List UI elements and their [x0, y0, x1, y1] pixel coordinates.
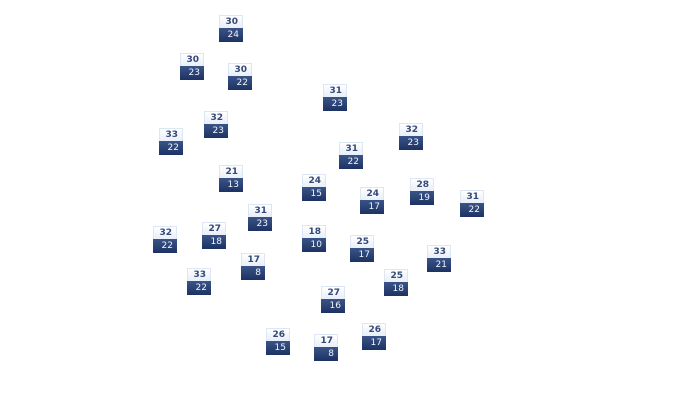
high-temperature: 32: [204, 111, 228, 124]
station-marker[interactable]: 33 22: [159, 128, 183, 155]
station-marker[interactable]: 32 23: [204, 111, 228, 138]
high-temperature: 30: [180, 53, 204, 66]
station-marker[interactable]: 18 10: [302, 225, 326, 252]
low-temperature: 22: [153, 239, 177, 253]
station-marker[interactable]: 26 17: [362, 323, 386, 350]
station-marker[interactable]: 30 24: [219, 15, 243, 42]
high-temperature: 25: [350, 235, 374, 248]
station-marker[interactable]: 27 18: [202, 222, 226, 249]
high-temperature: 24: [360, 187, 384, 200]
high-temperature: 31: [339, 142, 363, 155]
high-temperature: 30: [219, 15, 243, 28]
station-marker[interactable]: 31 23: [248, 204, 272, 231]
station-marker[interactable]: 32 22: [153, 226, 177, 253]
low-temperature: 17: [362, 336, 386, 350]
high-temperature: 33: [427, 245, 451, 258]
low-temperature: 8: [314, 347, 338, 361]
station-marker[interactable]: 25 18: [384, 269, 408, 296]
low-temperature: 22: [339, 155, 363, 169]
high-temperature: 27: [321, 286, 345, 299]
station-marker[interactable]: 32 23: [399, 123, 423, 150]
low-temperature: 22: [228, 76, 252, 90]
low-temperature: 22: [159, 141, 183, 155]
station-marker[interactable]: 31 22: [460, 190, 484, 217]
high-temperature: 31: [323, 84, 347, 97]
high-temperature: 33: [187, 268, 211, 281]
low-temperature: 23: [180, 66, 204, 80]
station-marker[interactable]: 33 21: [427, 245, 451, 272]
high-temperature: 17: [314, 334, 338, 347]
high-temperature: 18: [302, 225, 326, 238]
high-temperature: 27: [202, 222, 226, 235]
low-temperature: 15: [266, 341, 290, 355]
station-marker[interactable]: 28 19: [410, 178, 434, 205]
station-marker[interactable]: 24 15: [302, 174, 326, 201]
station-marker[interactable]: 24 17: [360, 187, 384, 214]
low-temperature: 23: [204, 124, 228, 138]
low-temperature: 13: [219, 178, 243, 192]
station-marker[interactable]: 30 23: [180, 53, 204, 80]
high-temperature: 17: [241, 253, 265, 266]
low-temperature: 19: [410, 191, 434, 205]
low-temperature: 22: [460, 203, 484, 217]
low-temperature: 21: [427, 258, 451, 272]
low-temperature: 18: [384, 282, 408, 296]
high-temperature: 32: [153, 226, 177, 239]
high-temperature: 26: [362, 323, 386, 336]
high-temperature: 31: [460, 190, 484, 203]
high-temperature: 26: [266, 328, 290, 341]
low-temperature: 24: [219, 28, 243, 42]
low-temperature: 15: [302, 187, 326, 201]
station-marker[interactable]: 17 8: [241, 253, 265, 280]
high-temperature: 30: [228, 63, 252, 76]
station-marker[interactable]: 17 8: [314, 334, 338, 361]
station-marker[interactable]: 30 22: [228, 63, 252, 90]
low-temperature: 23: [399, 136, 423, 150]
station-marker[interactable]: 27 16: [321, 286, 345, 313]
low-temperature: 8: [241, 266, 265, 280]
low-temperature: 18: [202, 235, 226, 249]
station-marker[interactable]: 33 22: [187, 268, 211, 295]
high-temperature: 24: [302, 174, 326, 187]
low-temperature: 22: [187, 281, 211, 295]
high-temperature: 33: [159, 128, 183, 141]
high-temperature: 31: [248, 204, 272, 217]
high-temperature: 28: [410, 178, 434, 191]
station-marker[interactable]: 31 23: [323, 84, 347, 111]
low-temperature: 17: [360, 200, 384, 214]
station-marker[interactable]: 21 13: [219, 165, 243, 192]
low-temperature: 23: [248, 217, 272, 231]
low-temperature: 16: [321, 299, 345, 313]
high-temperature: 21: [219, 165, 243, 178]
station-marker[interactable]: 25 17: [350, 235, 374, 262]
low-temperature: 17: [350, 248, 374, 262]
station-marker[interactable]: 26 15: [266, 328, 290, 355]
station-marker[interactable]: 31 22: [339, 142, 363, 169]
low-temperature: 10: [302, 238, 326, 252]
high-temperature: 25: [384, 269, 408, 282]
low-temperature: 23: [323, 97, 347, 111]
high-temperature: 32: [399, 123, 423, 136]
